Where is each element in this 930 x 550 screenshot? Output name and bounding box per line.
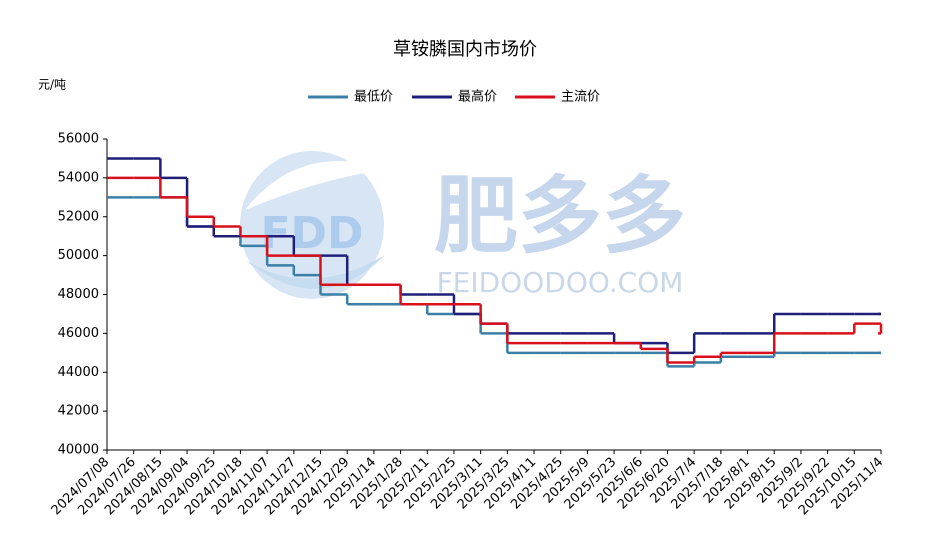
legend-label: 最高价 [458, 89, 497, 105]
legend-label: 最低价 [354, 90, 393, 105]
y-tick-label: 54000 [58, 170, 99, 185]
y-tick-label: 42000 [58, 404, 99, 419]
logo-text: FDD [260, 208, 363, 259]
y-tick-label: 46000 [58, 326, 99, 341]
y-tick-label: 48000 [58, 287, 99, 302]
watermark: FDD 肥多多 FEIDOODOO.COM [240, 151, 686, 299]
y-tick-label: 50000 [58, 248, 99, 263]
legend-label: 主流价 [561, 90, 600, 105]
y-tick-label: 40000 [58, 443, 99, 458]
brand-text: 肥多多 [434, 167, 686, 265]
logo-swoosh [245, 255, 385, 289]
chart-title: 草铵膦国内市场价 [393, 39, 537, 60]
logo-swoosh [245, 161, 390, 210]
site-text: FEIDOODOO.COM [437, 266, 684, 299]
y-tick-label: 52000 [58, 209, 99, 224]
y-tick-label: 44000 [58, 365, 99, 380]
y-axis-label: 元/吨 [38, 78, 66, 92]
y-tick-label: 56000 [58, 132, 99, 147]
